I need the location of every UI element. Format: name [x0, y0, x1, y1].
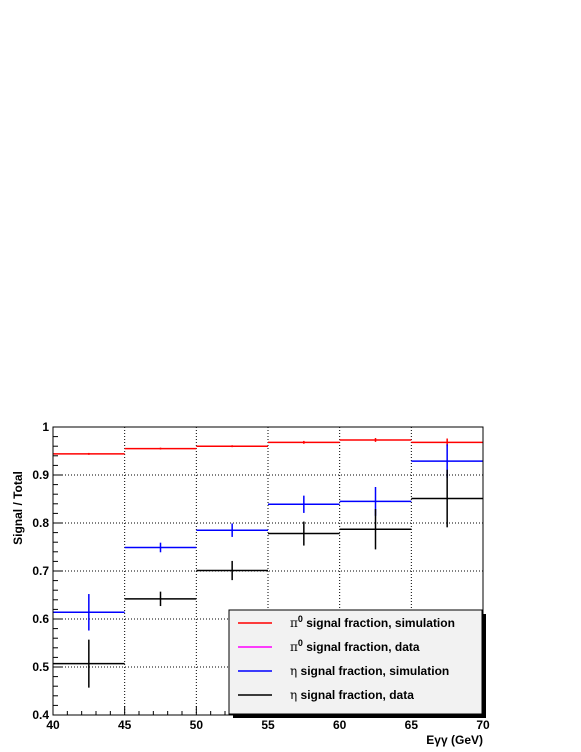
series-0	[53, 438, 483, 455]
legend-entry: η signal fraction, data	[290, 688, 414, 702]
series-3	[53, 469, 483, 688]
y-tick-label: 1	[42, 420, 49, 434]
axes: 40 45 50 55 60 65 70 0.4 0.5 0.6 0.7 0.8 0.9 1	[32, 420, 490, 732]
x-tick-label: 60	[333, 718, 347, 732]
x-axis-label: Eγγ (GeV)	[426, 733, 483, 747]
y-tick-label: 0.6	[32, 612, 49, 626]
y-axis-label: Signal / Total	[11, 471, 25, 545]
legend: π0 signal fraction, simulation π0 signal …	[228, 609, 486, 718]
y-tick-label: 0.4	[32, 708, 49, 722]
y-tick-label: 0.5	[32, 660, 49, 674]
x-tick-label: 50	[190, 718, 204, 732]
x-tick-label: 40	[46, 718, 60, 732]
data-series	[53, 438, 483, 688]
series-2	[53, 444, 483, 631]
x-tick-label: 55	[261, 718, 275, 732]
y-tick-label: 0.7	[32, 564, 49, 578]
y-tick-label: 0.9	[32, 468, 49, 482]
x-tick-label: 45	[118, 718, 132, 732]
legend-entry: π0 signal fraction, simulation	[290, 614, 455, 630]
legend-entry: π0 signal fraction, data	[290, 638, 420, 654]
x-tick-label: 70	[476, 718, 490, 732]
legend-entry: η signal fraction, simulation	[290, 664, 449, 678]
legend-box	[228, 609, 483, 715]
x-tick-label: 65	[405, 718, 419, 732]
y-tick-label: 0.8	[32, 516, 49, 530]
